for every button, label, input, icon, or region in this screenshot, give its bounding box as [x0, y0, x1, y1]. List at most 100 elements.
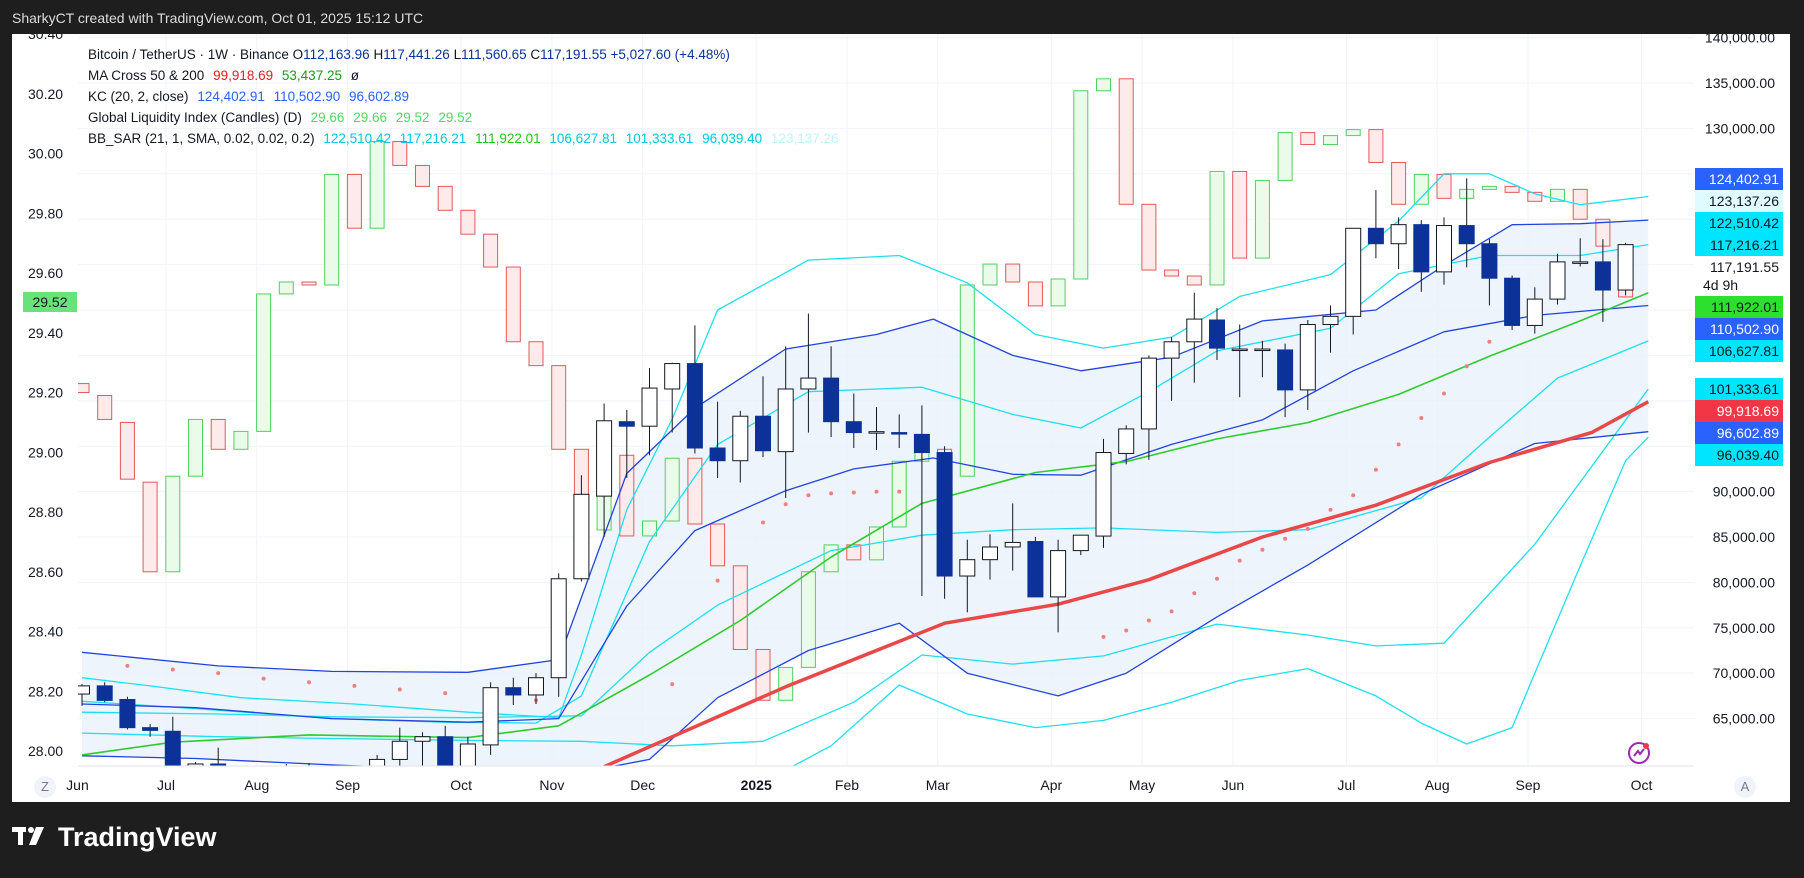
candle-body [1367, 227, 1384, 245]
candle-body [1231, 348, 1248, 352]
footer-brand-text: TradingView [58, 822, 217, 852]
candle-body [755, 415, 771, 452]
bb-value-1: 122,510.42 [323, 131, 391, 146]
candle-body [1526, 298, 1543, 326]
x-axis-label: Oct [450, 777, 472, 793]
right-scale-button[interactable]: A [1734, 776, 1756, 798]
plot-area [78, 34, 1694, 782]
candle-body [1277, 349, 1294, 391]
candle-body [913, 433, 930, 454]
bb-value-7: 123,137.26 [770, 131, 839, 146]
gli-candle [415, 164, 430, 187]
sar-point [1305, 526, 1310, 531]
sar-point [1442, 391, 1446, 396]
sar-point [1124, 628, 1129, 633]
right-axis-tick-label: 140,000.00 [1705, 34, 1775, 46]
gli-candle [1141, 203, 1157, 271]
left-axis-tick-label: 29.00 [28, 444, 63, 460]
gli-candle [119, 421, 135, 480]
left-scale-button[interactable]: Z [34, 776, 56, 798]
left-axis-tick-label: 29.20 [28, 385, 63, 401]
ma-label: MA Cross 50 & 200 [88, 68, 205, 83]
gli-candle [528, 341, 544, 367]
bb-value-6: 96,039.40 [702, 131, 763, 146]
x-axis-label: 2025 [741, 777, 772, 793]
candle-body [982, 546, 998, 561]
gli-candle [301, 281, 317, 286]
candle-body [618, 421, 635, 427]
candle-body [1209, 319, 1225, 349]
right-axis-tick-label: 70,000.00 [1713, 665, 1775, 681]
gli-candle [165, 475, 181, 573]
candle-body [437, 736, 454, 766]
kc-upper-value: 124,402.91 [197, 89, 265, 104]
right-axis-tick-label: 90,000.00 [1713, 484, 1775, 500]
right-axis-tick-label: 75,000.00 [1713, 620, 1775, 636]
bb-sar-row[interactable]: BB_SAR (21, 1, SMA, 0.02, 0.02, 0.2) 122… [88, 128, 839, 149]
gli-high-value: 29.66 [353, 110, 387, 125]
left-axis-tick-label: 30.00 [28, 146, 63, 162]
candle-body [732, 415, 749, 462]
sar-point [261, 676, 266, 681]
x-axis-label: May [1129, 777, 1155, 793]
gli-candle [1413, 173, 1429, 205]
sar-point [670, 682, 675, 687]
candle-body [279, 773, 294, 782]
bb-value-2: 117,216.21 [399, 131, 467, 146]
price-chart[interactable]: 140,000.00135,000.00130,000.00125,000.00… [12, 34, 1790, 802]
symbol-title: Bitcoin / TetherUS · 1W · Binance [88, 47, 289, 62]
sar-point [851, 490, 856, 495]
ma-cross-row[interactable]: MA Cross 50 & 200 99,918.69 53,437.25 ø [88, 65, 839, 86]
gli-label: Global Liquidity Index (Candles) (D) [88, 110, 302, 125]
alert-icon[interactable] [1626, 740, 1652, 766]
gli-candle [1277, 132, 1293, 181]
candle-body [210, 763, 227, 766]
gli-candle [1164, 269, 1180, 277]
price-tag: 111,922.01 [1695, 296, 1783, 319]
price-tag: 124,402.91 [1695, 168, 1783, 191]
gli-candle [823, 544, 839, 573]
gli-candle [687, 457, 703, 525]
candle-body [414, 736, 431, 742]
candle-body [1118, 428, 1135, 454]
candle-body [1322, 315, 1339, 326]
x-axis-label: Sep [335, 777, 360, 793]
candle-body [1163, 341, 1180, 359]
x-axis-label: Jun [66, 777, 89, 793]
candle-body [936, 452, 953, 577]
gli-row[interactable]: Global Liquidity Index (Candles) (D) 29.… [88, 107, 839, 128]
left-axis-tick-label: 28.00 [28, 743, 63, 759]
candle-body [800, 377, 817, 390]
sar-point [1146, 618, 1151, 623]
ma-cross-value: ø [350, 68, 359, 83]
right-axis-tick-label: 80,000.00 [1713, 574, 1775, 590]
candle-body [1004, 541, 1021, 548]
gli-candle [1118, 78, 1134, 205]
right-axis-tick-label: 65,000.00 [1713, 711, 1775, 727]
gli-low-value: 29.52 [395, 110, 430, 125]
candle-body [78, 685, 90, 695]
chart-frame[interactable]: 140,000.00135,000.00130,000.00125,000.00… [12, 34, 1790, 802]
gli-candle [256, 293, 272, 432]
symbol-row[interactable]: Bitcoin / TetherUS · 1W · Binance O112,1… [88, 44, 839, 65]
price-tag: 117,216.21 [1695, 234, 1783, 257]
gli-candle [1050, 278, 1066, 307]
candle-body [1072, 534, 1089, 552]
gli-candle [1368, 129, 1384, 163]
price-tag: 101,333.61 [1695, 377, 1783, 400]
sar-point [874, 489, 879, 494]
candle-body [1027, 541, 1044, 598]
right-axis-tick-label: 135,000.00 [1705, 75, 1775, 91]
candle-body [868, 431, 885, 434]
candle-body [823, 377, 840, 423]
bb-value-3: 111,922.01 [475, 131, 541, 146]
gli-candle [1209, 170, 1225, 286]
sar-point [1101, 634, 1106, 639]
gli-candle [369, 141, 385, 229]
candle-body [959, 559, 976, 577]
gli-candle [551, 365, 567, 450]
kc-row[interactable]: KC (20, 2, close) 124,402.91 110,502.90 … [88, 86, 839, 107]
gli-candle [233, 430, 249, 450]
left-axis-tick-label: 29.60 [28, 265, 63, 281]
sar-point [1419, 416, 1424, 421]
